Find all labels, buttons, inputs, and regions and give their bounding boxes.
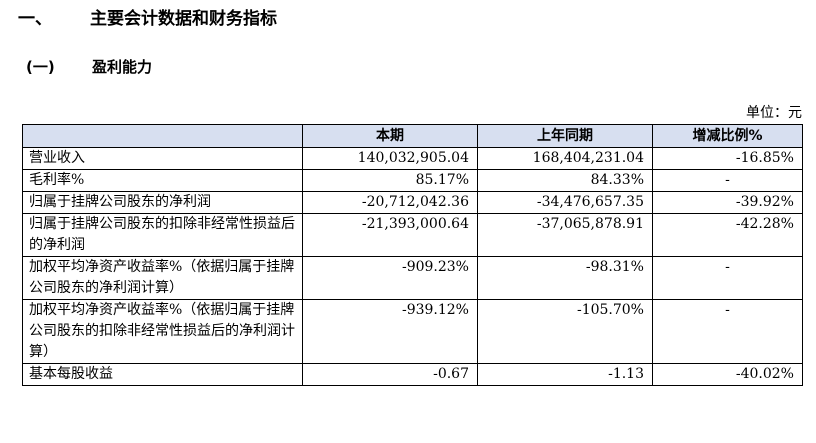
header-change-percent: 增减比例% xyxy=(652,124,803,148)
change-value: -39.92% xyxy=(652,191,803,214)
table-row: 加权平均净资产收益率%（依据归属于挂牌公司股东的净利润计算） -909.23% … xyxy=(22,256,803,300)
prior-value: -37,065,878.91 xyxy=(477,213,653,257)
section-title: 主要会计数据和财务指标 xyxy=(90,9,277,29)
current-value: 140,032,905.04 xyxy=(302,147,478,170)
header-prior-period: 上年同期 xyxy=(477,124,653,148)
row-label: 加权平均净资产收益率%（依据归属于挂牌公司股东的净利润计算） xyxy=(22,256,303,300)
change-value: -42.28% xyxy=(652,213,803,257)
change-value: - xyxy=(652,299,803,364)
current-value: -909.23% xyxy=(302,256,478,300)
subsection-title: 盈利能力 xyxy=(92,58,153,76)
subsection-heading: (一) 盈利能力 xyxy=(26,56,152,77)
current-value: 85.17% xyxy=(302,169,478,192)
row-label: 基本每股收益 xyxy=(22,363,303,386)
table-row: 加权平均净资产收益率%（依据归属于挂牌公司股东的扣除非经常性损益后的净利润计算）… xyxy=(22,299,803,364)
prior-value: -34,476,657.35 xyxy=(477,191,653,214)
table-row: 基本每股收益 -0.67 -1.13 -40.02% xyxy=(22,363,803,386)
section-heading: 一、 主要会计数据和财务指标 xyxy=(18,4,277,29)
change-value: - xyxy=(652,256,803,300)
current-value: -21,393,000.64 xyxy=(302,213,478,257)
header-item xyxy=(22,124,303,148)
profitability-table: 本期 上年同期 增减比例% 营业收入 140,032,905.04 168,40… xyxy=(22,124,803,386)
table-row: 归属于挂牌公司股东的扣除非经常性损益后的净利润 -21,393,000.64 -… xyxy=(22,213,803,257)
row-label: 加权平均净资产收益率%（依据归属于挂牌公司股东的扣除非经常性损益后的净利润计算） xyxy=(22,299,303,364)
table-row: 归属于挂牌公司股东的净利润 -20,712,042.36 -34,476,657… xyxy=(22,191,803,214)
prior-value: -98.31% xyxy=(477,256,653,300)
table-row: 营业收入 140,032,905.04 168,404,231.04 -16.8… xyxy=(22,147,803,170)
header-current-period: 本期 xyxy=(302,124,478,148)
unit-label: 单位：元 xyxy=(746,105,802,121)
table-row: 毛利率% 85.17% 84.33% - xyxy=(22,169,803,192)
current-value: -0.67 xyxy=(302,363,478,386)
section-number: 一、 xyxy=(18,9,52,29)
prior-value: 168,404,231.04 xyxy=(477,147,653,170)
current-value: -20,712,042.36 xyxy=(302,191,478,214)
subsection-number: (一) xyxy=(26,58,55,76)
change-value: -40.02% xyxy=(652,363,803,386)
row-label: 归属于挂牌公司股东的扣除非经常性损益后的净利润 xyxy=(22,213,303,257)
change-value: - xyxy=(652,169,803,192)
prior-value: -1.13 xyxy=(477,363,653,386)
prior-value: 84.33% xyxy=(477,169,653,192)
change-value: -16.85% xyxy=(652,147,803,170)
prior-value: -105.70% xyxy=(477,299,653,364)
table-header-row: 本期 上年同期 增减比例% xyxy=(22,124,803,148)
row-label: 营业收入 xyxy=(22,147,303,170)
current-value: -939.12% xyxy=(302,299,478,364)
row-label: 毛利率% xyxy=(22,169,303,192)
row-label: 归属于挂牌公司股东的净利润 xyxy=(22,191,303,214)
